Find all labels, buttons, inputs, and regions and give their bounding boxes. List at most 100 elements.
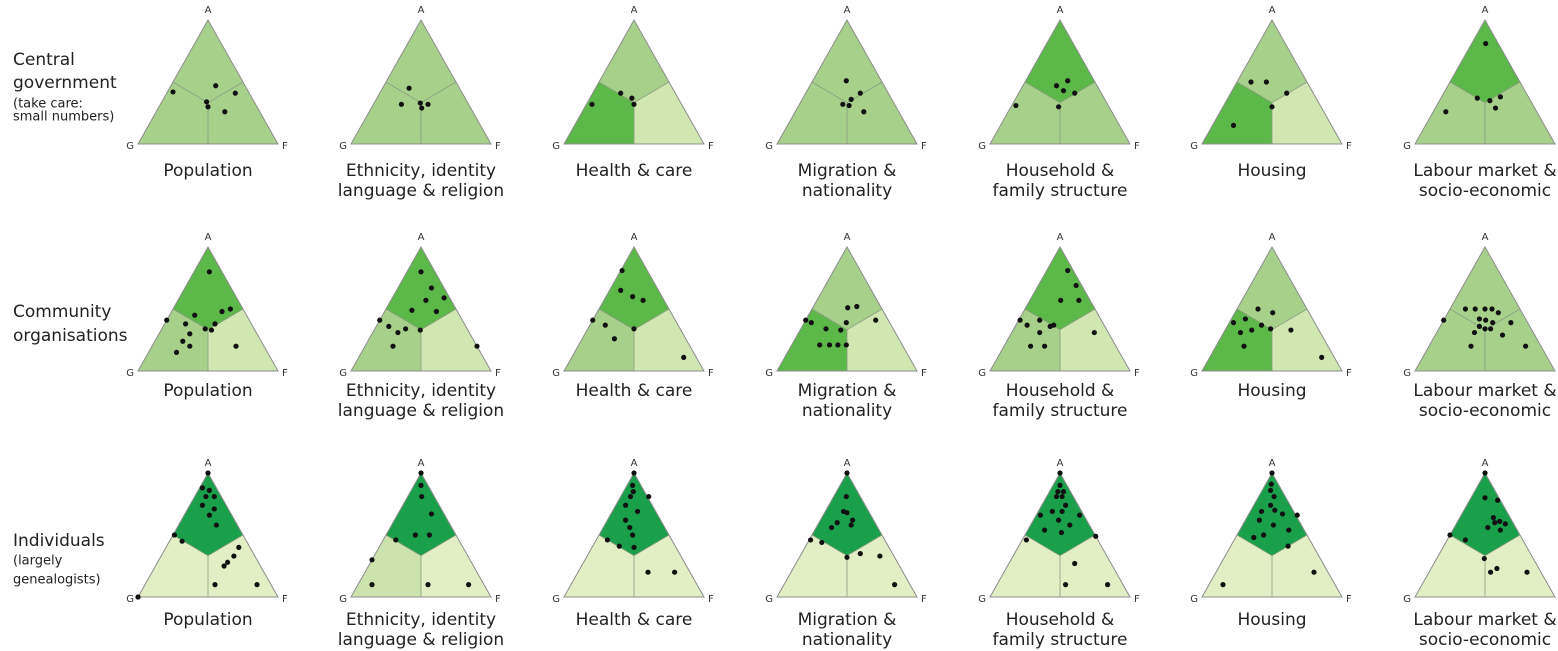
point	[640, 297, 646, 303]
point	[1057, 482, 1063, 488]
point	[1462, 306, 1468, 312]
point	[1495, 497, 1501, 503]
chart-title: nationality	[802, 181, 892, 201]
region	[777, 309, 847, 371]
point	[192, 312, 198, 318]
point	[823, 326, 829, 332]
triangle-outline	[776, 471, 918, 598]
vertex-label: G	[339, 594, 347, 605]
point	[631, 470, 637, 476]
point	[1443, 109, 1449, 115]
point	[428, 511, 435, 517]
vertex-label: G	[1190, 594, 1198, 605]
divider	[172, 308, 209, 331]
point	[1255, 306, 1261, 312]
vertex-label: F	[1134, 141, 1140, 152]
point	[173, 349, 180, 355]
divider	[172, 81, 209, 104]
point	[1060, 489, 1067, 495]
vertex-label: F	[1134, 594, 1140, 605]
divider	[420, 534, 457, 557]
divider	[1059, 308, 1096, 331]
vertex-label: F	[1134, 368, 1140, 379]
point	[630, 489, 636, 495]
point	[222, 109, 228, 115]
region	[1025, 473, 1095, 556]
point	[1055, 489, 1061, 495]
chart-title: Ethnicity, identity	[346, 610, 496, 630]
point	[1072, 90, 1078, 96]
point	[227, 306, 233, 312]
point	[1508, 320, 1514, 326]
point	[474, 343, 480, 349]
point	[1482, 495, 1488, 501]
region	[847, 535, 917, 597]
point	[845, 305, 851, 311]
point	[1490, 320, 1496, 326]
vertex-label: A	[631, 458, 638, 469]
point	[1028, 343, 1034, 349]
point	[631, 544, 637, 551]
chart-title: family structure	[992, 630, 1127, 650]
point	[1481, 555, 1487, 562]
point	[426, 532, 432, 538]
triangle-outline	[989, 18, 1131, 145]
region	[990, 309, 1060, 371]
vertex-label: G	[978, 594, 986, 605]
region	[634, 309, 704, 371]
point	[1023, 537, 1029, 543]
chart-title: socio-economic	[1419, 401, 1551, 421]
point	[204, 99, 210, 105]
point	[1499, 332, 1506, 338]
point	[1472, 306, 1478, 312]
point	[844, 554, 850, 560]
vertex-label: A	[1269, 5, 1276, 16]
point	[1067, 522, 1073, 528]
vertex-label: G	[1190, 141, 1198, 152]
divider	[420, 308, 457, 331]
point	[1319, 354, 1325, 360]
point	[808, 320, 814, 326]
point	[843, 342, 849, 348]
point	[1056, 104, 1062, 110]
chart-title: Health & care	[576, 161, 693, 181]
point	[1230, 320, 1237, 326]
point	[1294, 512, 1300, 518]
point	[1474, 95, 1480, 101]
point	[1482, 470, 1488, 476]
vertex-label: A	[844, 232, 851, 243]
vertex-label: G	[1403, 594, 1411, 605]
chart-title: nationality	[802, 630, 892, 650]
vertex-label: F	[1346, 141, 1352, 152]
vertex-label: A	[1482, 232, 1489, 243]
vertex-label: F	[921, 368, 927, 379]
region	[1415, 535, 1485, 597]
point	[1286, 527, 1292, 533]
row-label: government	[13, 73, 117, 93]
point	[861, 109, 867, 115]
point	[212, 321, 218, 327]
chart-title: Population	[163, 161, 252, 181]
point	[857, 551, 863, 557]
point	[1268, 487, 1274, 493]
region	[599, 20, 669, 103]
vertex-label: F	[495, 368, 501, 379]
chart-title: Population	[163, 381, 252, 401]
vertex-label: A	[205, 5, 212, 16]
point	[1220, 582, 1226, 588]
point	[808, 537, 814, 543]
triangle-outline	[1414, 245, 1556, 372]
point	[1476, 323, 1482, 329]
point	[206, 487, 212, 493]
vertex-label: G	[339, 368, 347, 379]
point	[1523, 343, 1529, 349]
region	[599, 247, 669, 330]
point	[419, 493, 425, 500]
point	[406, 85, 412, 91]
point	[180, 338, 186, 344]
divider	[420, 81, 457, 104]
point	[213, 83, 219, 89]
point	[1271, 493, 1277, 500]
region	[1202, 82, 1272, 144]
